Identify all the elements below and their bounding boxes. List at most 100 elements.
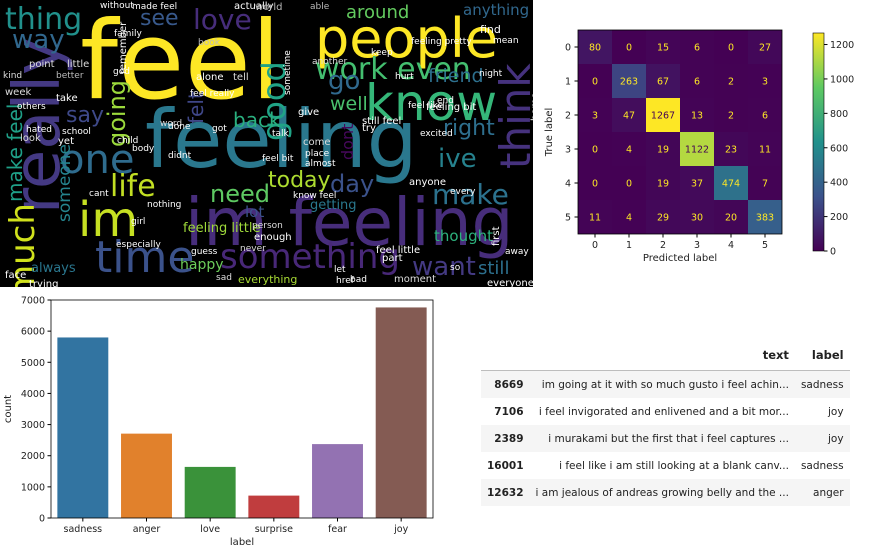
heatmap-cell <box>680 200 714 234</box>
row-label: sadness <box>800 378 844 391</box>
word-cloud-word: feel like <box>408 101 444 111</box>
word-cloud-word: better <box>56 71 84 81</box>
heatmap-cell <box>714 98 748 132</box>
table-row: 7106 i feel invigorated and enlivened an… <box>481 398 850 425</box>
heatmap-cell-label: 1122 <box>685 145 709 156</box>
word-cloud-word: come <box>303 137 331 148</box>
heatmap-cell <box>748 98 782 132</box>
heatmap-cell-label: 6 <box>762 111 768 122</box>
heatmap-cell-label: 11 <box>759 145 771 156</box>
table-header-index <box>481 340 530 371</box>
x-tick-label: sadness <box>64 524 103 535</box>
word-cloud-word: girl <box>131 217 146 227</box>
word-cloud-word: feeling bit <box>426 102 477 113</box>
word-cloud-word: work even <box>315 52 471 87</box>
heatmap-cell <box>578 98 612 132</box>
word-cloud-word: let <box>334 265 346 275</box>
word-cloud-word: nothing <box>147 200 182 210</box>
word-cloud-word: time <box>95 232 195 283</box>
heatmap-cell-label: 0 <box>626 43 632 54</box>
word-cloud-word: body <box>132 144 155 154</box>
heatmap-cell-label: 2 <box>728 77 734 88</box>
x-tick-label: 1 <box>626 240 632 251</box>
x-tick-label: 0 <box>592 240 598 251</box>
word-cloud-word: part <box>382 253 403 264</box>
colorbar <box>812 32 825 252</box>
y-tick-label: 1000 <box>21 482 45 493</box>
word-cloud-word: sad <box>216 273 232 283</box>
word-cloud-word: anything <box>463 1 530 19</box>
word-cloud-word: face <box>5 270 27 281</box>
word-cloud-word: href <box>336 276 354 286</box>
word-cloud-word: one <box>60 137 135 183</box>
word-cloud-word: school <box>62 127 91 137</box>
heatmap-cell-label: 80 <box>589 43 601 54</box>
word-cloud-word: got <box>212 124 227 134</box>
bar-sadness <box>57 337 109 518</box>
heatmap-cell <box>680 30 714 64</box>
y-tick-label: 5000 <box>21 358 45 369</box>
word-cloud-word: enough <box>254 232 292 243</box>
heatmap-cell-label: 37 <box>691 179 703 190</box>
word-cloud-word: keep <box>371 48 393 58</box>
word-cloud-word: feel really <box>190 89 235 99</box>
word-cloud-word: sometime <box>283 50 293 96</box>
heatmap-cell-label: 47 <box>623 111 635 122</box>
word-cloud-word: make <box>432 178 509 211</box>
word-cloud-word: hated <box>26 125 52 135</box>
word-cloud-word: moment <box>394 274 437 285</box>
word-cloud-word: done <box>168 122 191 132</box>
plot-frame <box>50 299 434 519</box>
heatmap-cell <box>646 64 680 98</box>
heatmap-cell-label: 15 <box>657 43 669 54</box>
word-cloud-word: give <box>298 107 320 118</box>
word-cloud-word: especially <box>116 240 161 250</box>
word-cloud-word: want <box>412 252 476 282</box>
heatmap-cell-label: 383 <box>756 213 774 224</box>
word-cloud-word: feel <box>80 0 281 124</box>
heatmap-cell-label: 23 <box>725 145 737 156</box>
heatmap-cell <box>714 200 748 234</box>
confusion-matrix-chart: 80 0 15 6 0 270 263 67 6 2 33 47 1267 13 2 60 4 19 1122 23 1… <box>544 29 854 264</box>
word-cloud-word: ive <box>438 144 477 174</box>
x-tick-label: 3 <box>694 240 700 251</box>
word-cloud-word: talk <box>272 129 289 139</box>
row-text: im going at it with so much gusto i feel… <box>541 378 789 391</box>
row-text: i feel like i am still looking at a blan… <box>559 459 789 472</box>
heatmap-cell <box>646 200 680 234</box>
word-cloud-word: lot <box>245 203 265 221</box>
word-cloud-word: actually <box>234 1 274 12</box>
y-tick-label: 5 <box>565 213 571 224</box>
y-axis-label: count <box>3 395 14 423</box>
word-cloud-word: guess <box>191 247 218 257</box>
colorbar-tick-label: 1000 <box>830 74 854 85</box>
heatmap-cell-label: 0 <box>592 145 598 156</box>
x-axis-label: label <box>230 537 254 548</box>
word-cloud-word: home <box>530 92 533 121</box>
word-cloud-word: book <box>198 38 220 48</box>
heatmap-cell-label: 20 <box>725 213 737 224</box>
row-index: 7106 <box>494 405 524 418</box>
y-tick-label: 4 <box>565 179 571 190</box>
word-cloud-word: make feel <box>3 103 27 202</box>
word-cloud-word: today <box>268 168 331 193</box>
colorbar-tick-label: 600 <box>830 143 848 154</box>
word-cloud-word: see <box>140 6 179 31</box>
heatmap-cell <box>578 30 612 64</box>
heatmap-cell <box>680 132 714 166</box>
dataframe-table: text label 8669 im going at it with so m… <box>481 340 850 506</box>
heatmap-cell <box>748 30 782 64</box>
word-cloud-word: im <box>78 192 139 248</box>
word-cloud-word: tell <box>233 72 249 83</box>
row-index: 12632 <box>487 486 524 499</box>
word-cloud-word: hurt <box>395 72 414 82</box>
word-cloud-word: happy <box>180 257 224 273</box>
word-cloud-word: person <box>252 221 283 231</box>
word-cloud-word: alone <box>196 72 224 83</box>
word-cloud-word: point <box>29 59 55 70</box>
row-index: 2389 <box>494 432 524 445</box>
word-cloud-word: look <box>20 133 41 144</box>
heatmap-cell-label: 19 <box>657 145 669 156</box>
row-text: i feel invigorated and enlivened and a b… <box>538 405 789 418</box>
word-cloud-word: cant <box>89 189 109 199</box>
